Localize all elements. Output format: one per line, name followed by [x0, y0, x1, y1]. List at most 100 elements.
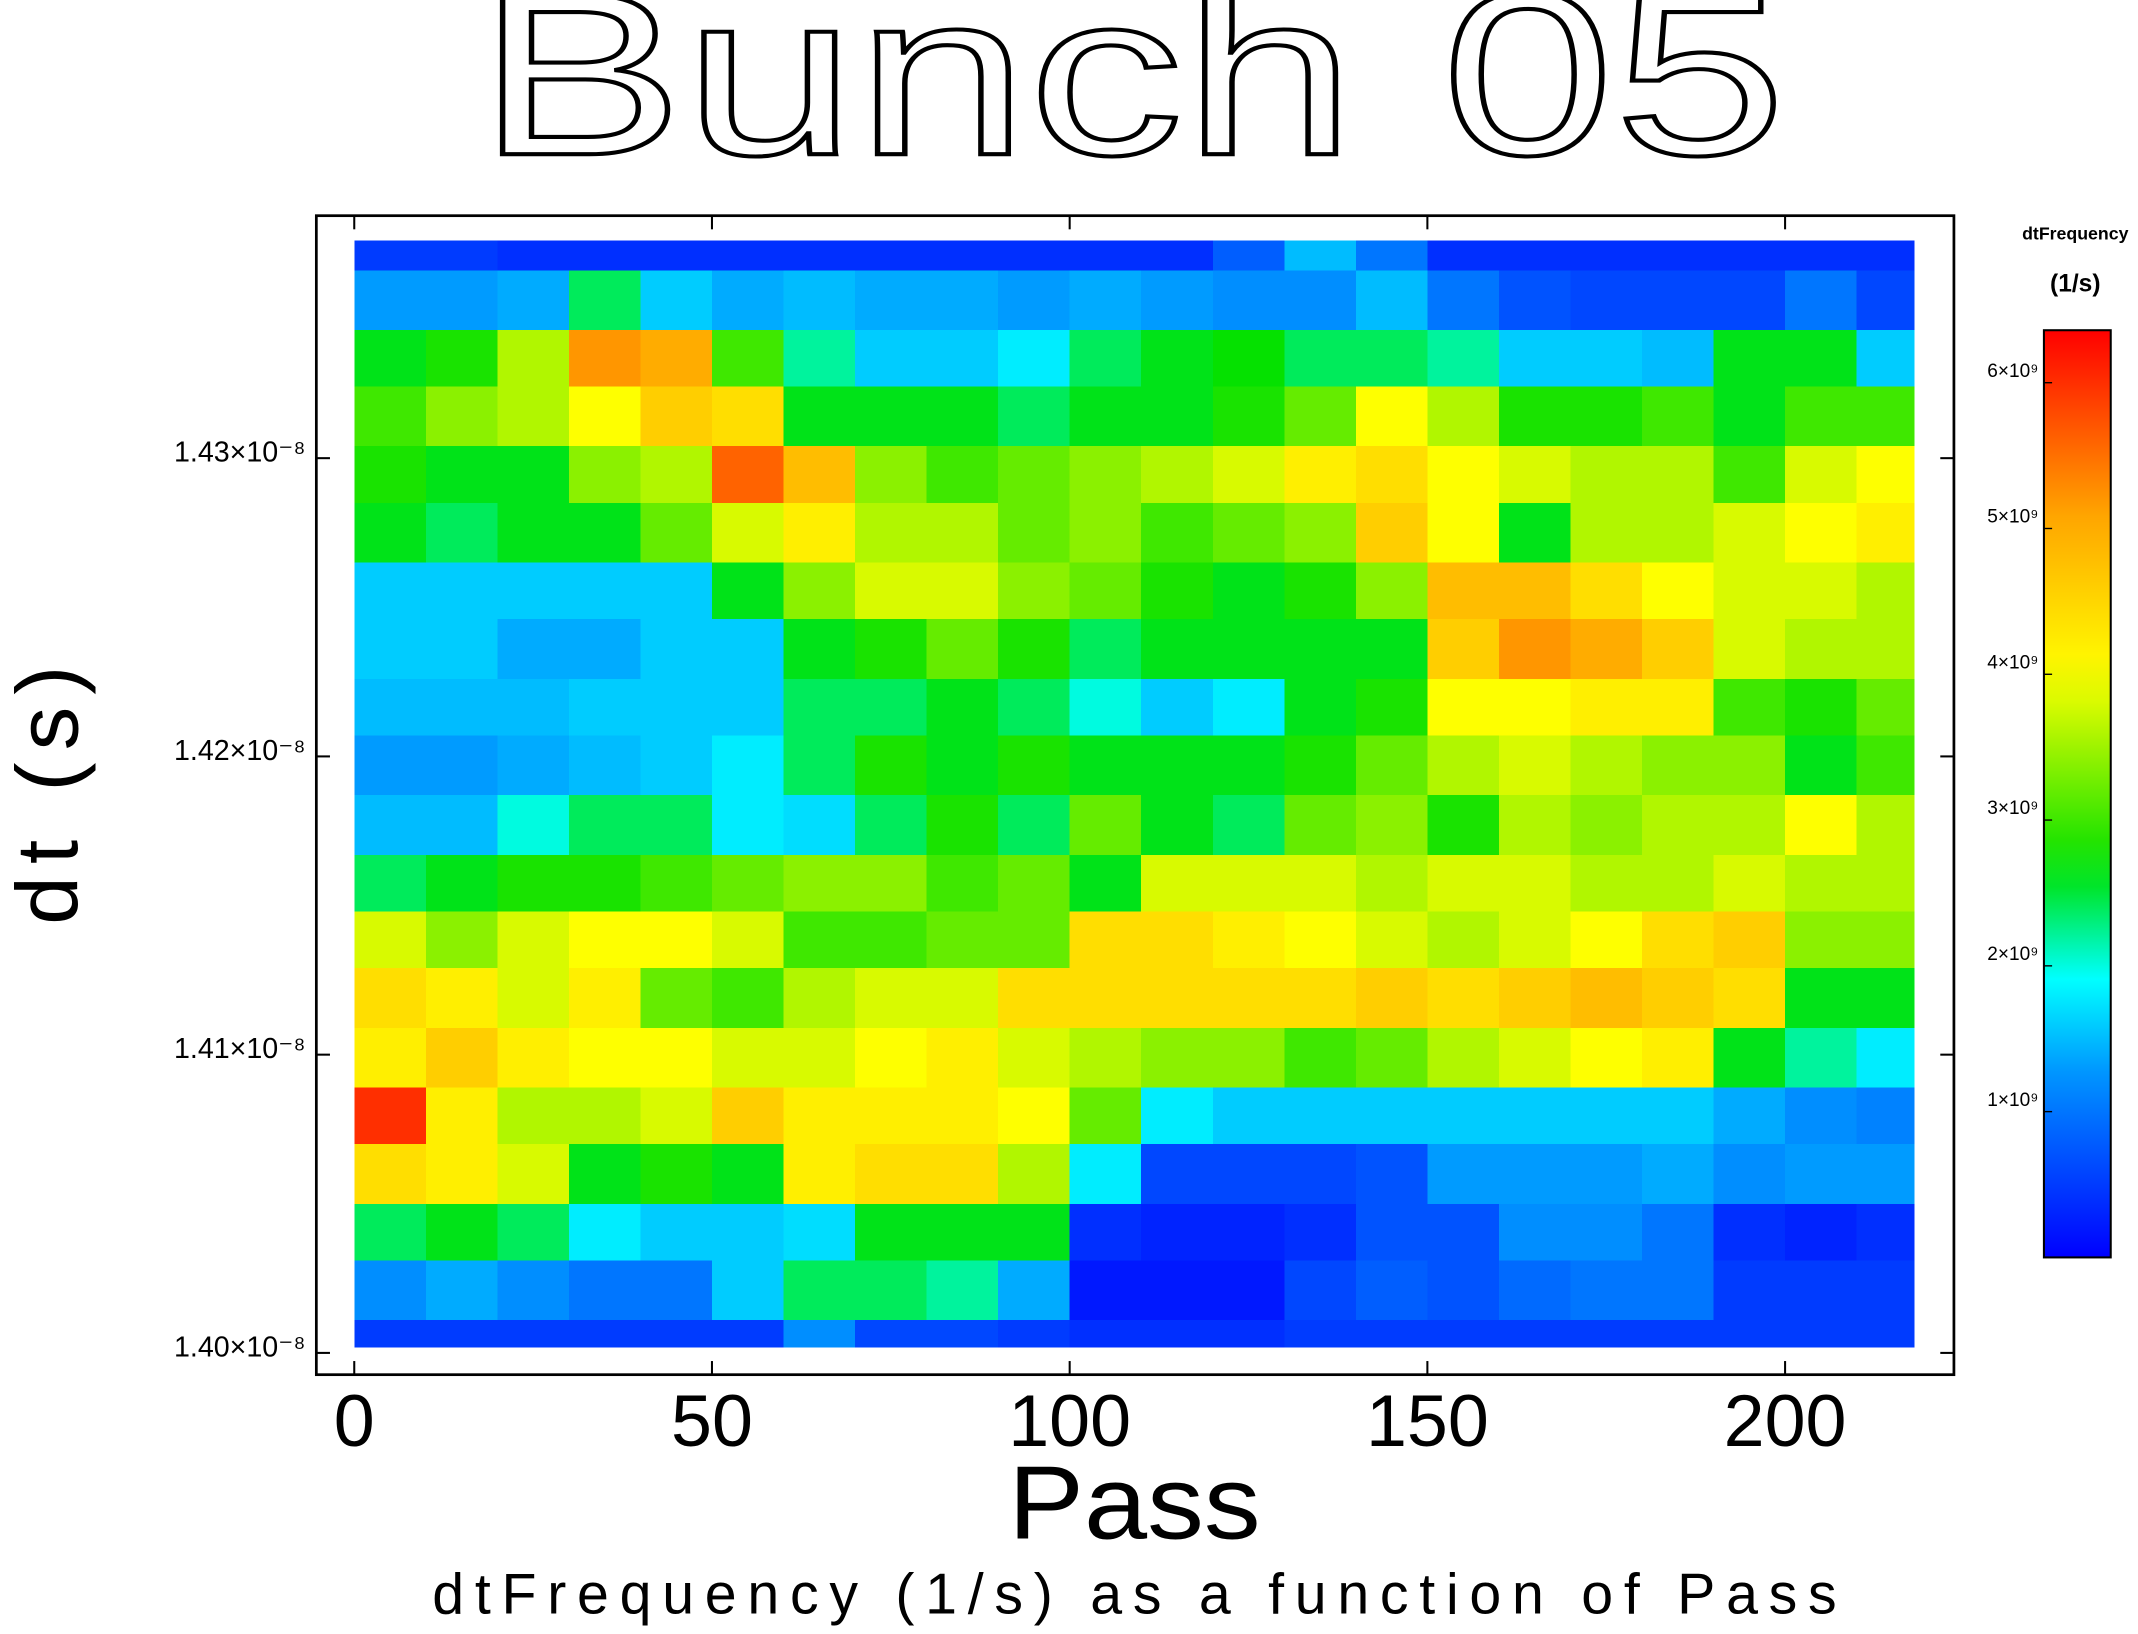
heatmap-cell	[568, 1027, 642, 1089]
heatmap-cell	[1141, 619, 1214, 680]
heatmap-cell	[1570, 1260, 1643, 1321]
heatmap-cell	[1069, 562, 1142, 620]
heatmap-cell	[1069, 1144, 1142, 1205]
heatmap-cell	[354, 619, 427, 680]
heatmap-cell	[1069, 270, 1142, 331]
heatmap-cell	[1498, 240, 1572, 271]
heatmap-cell	[1713, 795, 1786, 856]
heatmap-cell	[497, 386, 570, 447]
heatmap-cell	[497, 446, 570, 504]
heatmap-cell	[640, 619, 713, 680]
heatmap-cell	[926, 1027, 999, 1089]
heatmap-cell	[855, 854, 928, 913]
heatmap-cell	[1642, 854, 1715, 913]
heatmap-cell	[1141, 502, 1214, 564]
heatmap-cell	[1427, 1320, 1500, 1348]
heatmap-cell	[1713, 1144, 1786, 1205]
heatmap-cell	[998, 1144, 1071, 1205]
heatmap-cell	[1427, 502, 1500, 564]
heatmap-cell	[425, 329, 499, 388]
heatmap-cell	[998, 386, 1071, 447]
heatmap-cell	[783, 678, 856, 737]
heatmap-cell	[640, 795, 713, 856]
heatmap-cell	[998, 911, 1071, 969]
heatmap-cell	[855, 1260, 928, 1321]
heatmap-cell	[354, 446, 427, 504]
heatmap-cell	[1427, 854, 1500, 913]
heatmap-cell	[1856, 1087, 1915, 1145]
x-tick-label: 0	[334, 1379, 375, 1462]
heatmap-cell	[1212, 1144, 1285, 1205]
heatmap-cell	[926, 678, 999, 737]
heatmap-cell	[354, 735, 427, 796]
heatmap-cell	[926, 329, 999, 388]
heatmap-cell	[1785, 240, 1858, 271]
heatmap-cell	[640, 1260, 713, 1321]
heatmap-cell	[1427, 446, 1500, 504]
y-tick-label: 1.43×10⁻⁸	[174, 437, 305, 469]
heatmap-cell	[1570, 1027, 1643, 1089]
heatmap-cell	[1141, 678, 1214, 737]
heatmap-cell	[1713, 446, 1786, 504]
heatmap-cell	[783, 795, 856, 856]
heatmap-cell	[1713, 386, 1786, 447]
heatmap-cell	[1212, 329, 1285, 388]
heatmap-cell	[497, 502, 570, 564]
heatmap-cell	[1284, 386, 1357, 447]
heatmap-cell	[640, 854, 713, 913]
heatmap-cell	[783, 329, 856, 388]
colorbar-tick-label: 4×10⁹	[1987, 652, 2038, 673]
heatmap-cell	[640, 735, 713, 796]
heatmap-cell	[1427, 795, 1500, 856]
colorbar-tick-label: 2×10⁹	[1987, 944, 2038, 965]
heatmap-cell	[1284, 911, 1357, 969]
heatmap-cell	[783, 562, 856, 620]
heatmap-cell	[1355, 270, 1429, 331]
heatmap-cell	[783, 1203, 856, 1262]
heatmap-cell	[998, 795, 1071, 856]
heatmap-cell	[1570, 854, 1643, 913]
heatmap-cell	[1355, 1087, 1429, 1145]
heatmap-cell	[855, 270, 928, 331]
heatmap-cell	[1141, 968, 1214, 1029]
heatmap-cell	[711, 968, 785, 1029]
heatmap-cell	[568, 502, 642, 564]
colorbar-tick-label: 5×10⁹	[1987, 507, 2038, 528]
heatmap-cell	[855, 562, 928, 620]
heatmap-cell	[1355, 1027, 1429, 1089]
heatmap-cell	[640, 240, 713, 271]
y-tick-label: 1.41×10⁻⁸	[174, 1033, 305, 1065]
heatmap-cell	[1212, 968, 1285, 1029]
heatmap-cell	[855, 240, 928, 271]
heatmap-cell	[354, 386, 427, 447]
heatmap-cell	[783, 386, 856, 447]
heatmap-cell	[1141, 562, 1214, 620]
colorbar	[2042, 329, 2112, 1259]
heatmap-cell	[1284, 502, 1357, 564]
heatmap-cell	[926, 270, 999, 331]
heatmap-cell	[1570, 795, 1643, 856]
heatmap-cell	[1785, 386, 1858, 447]
heatmap-cell	[425, 1144, 499, 1205]
colorbar-tick-label: 6×10⁹	[1987, 361, 2038, 382]
heatmap-cell	[1141, 735, 1214, 796]
heatmap-cell	[354, 1203, 427, 1262]
heatmap-cell	[783, 735, 856, 796]
heatmap-cell	[1355, 1144, 1429, 1205]
heatmap-cell	[1713, 1087, 1786, 1145]
heatmap-cell	[855, 386, 928, 447]
heatmap-cell	[1713, 911, 1786, 969]
heatmap-cell	[568, 562, 642, 620]
heatmap-cell	[1642, 1320, 1715, 1348]
heatmap-cell	[1498, 678, 1572, 737]
heatmap-cell	[1642, 678, 1715, 737]
heatmap-cell	[1355, 854, 1429, 913]
heatmap-cell	[855, 329, 928, 388]
heatmap-cell	[497, 854, 570, 913]
heatmap-cell	[568, 329, 642, 388]
heatmap-cell	[926, 1144, 999, 1205]
heatmap-cell	[1642, 735, 1715, 796]
heatmap-cell	[1570, 240, 1643, 271]
heatmap-cell	[425, 562, 499, 620]
heatmap-cell	[1713, 619, 1786, 680]
